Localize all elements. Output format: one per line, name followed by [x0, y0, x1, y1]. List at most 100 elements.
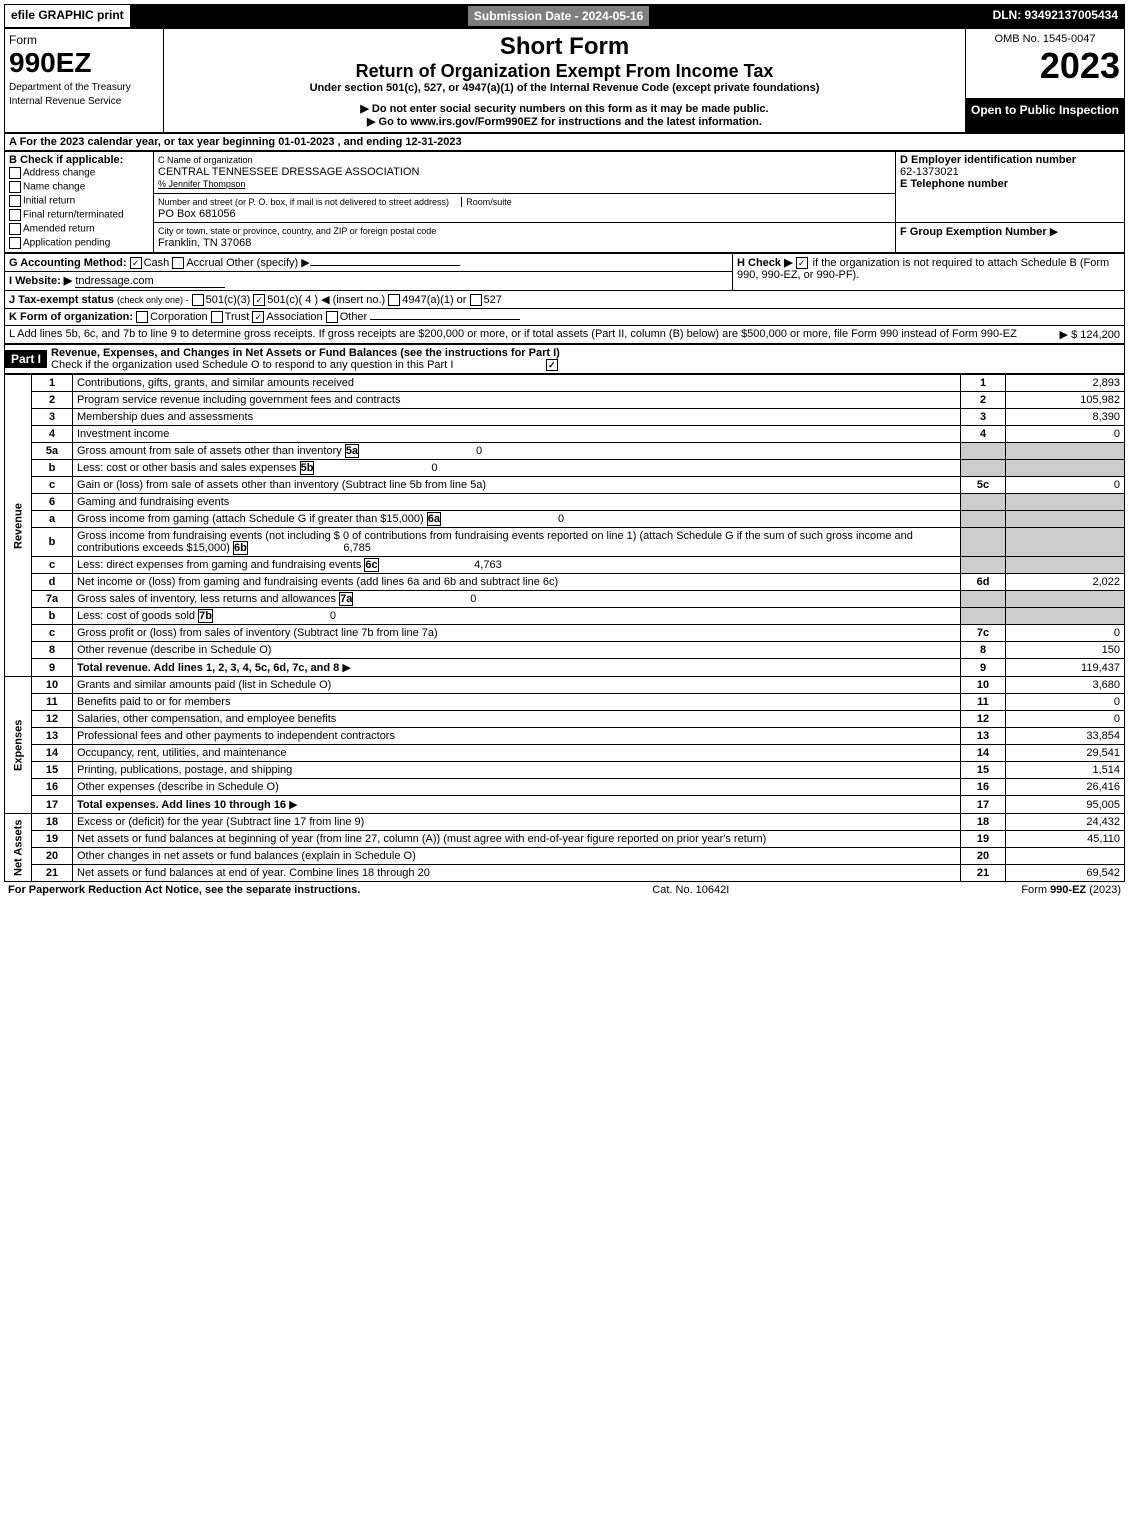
line-8-desc: Other revenue (describe in Schedule O)	[73, 642, 961, 659]
line-7a-desc: Gross sales of inventory, less returns a…	[77, 593, 336, 605]
line-13-val: 33,854	[1006, 728, 1125, 745]
line-14-desc: Occupancy, rent, utilities, and maintena…	[73, 745, 961, 762]
box-c-name: C Name of organization CENTRAL TENNESSEE…	[154, 152, 896, 194]
org-name-label: C Name of organization	[158, 155, 253, 165]
sub-5a-val: 0	[362, 445, 482, 457]
section-a: A For the 2023 calendar year, or tax yea…	[4, 133, 1125, 151]
part-1-title: Revenue, Expenses, and Changes in Net As…	[47, 345, 564, 373]
sub-7a-val: 0	[356, 593, 476, 605]
cb-address[interactable]: Address change	[23, 168, 95, 179]
box-l: L Add lines 5b, 6c, and 7b to line 9 to …	[5, 326, 1125, 344]
line-12-desc: Salaries, other compensation, and employ…	[73, 711, 961, 728]
cb-corp[interactable]	[136, 311, 148, 323]
cb-sched-o[interactable]: ✓	[546, 359, 558, 371]
room-label: Room/suite	[461, 197, 512, 207]
cb-assoc[interactable]: ✓	[252, 311, 264, 323]
website-value[interactable]: tndressage.com	[75, 275, 225, 288]
cb-501c3[interactable]	[192, 294, 204, 306]
line-20-val	[1006, 848, 1125, 865]
cb-501c[interactable]: ✓	[253, 294, 265, 306]
line-6-desc: Gaming and fundraising events	[73, 494, 961, 511]
box-c-street: Number and street (or P. O. box, if mail…	[154, 193, 896, 223]
city-label: City or town, state or province, country…	[158, 226, 436, 236]
form-number: 990EZ	[9, 47, 92, 78]
opt-corp: Corporation	[150, 311, 207, 323]
efile-label[interactable]: efile GRAPHIC print	[5, 5, 131, 27]
line-21-desc: Net assets or fund balances at end of ye…	[73, 865, 961, 882]
line-17-desc: Total expenses. Add lines 10 through 16	[77, 799, 286, 811]
line-6c-desc: Less: direct expenses from gaming and fu…	[77, 559, 361, 571]
line-21-val: 69,542	[1006, 865, 1125, 882]
box-c-city: City or town, state or province, country…	[154, 223, 896, 253]
line-6d-val: 2,022	[1006, 574, 1125, 591]
box-j-label: J Tax-exempt status	[9, 294, 114, 306]
ein-label: D Employer identification number	[900, 154, 1076, 166]
sub-6a: 6a	[427, 512, 441, 526]
website-label: I Website: ▶	[9, 275, 72, 287]
opt-other: Other	[340, 311, 368, 323]
box-g-label: G Accounting Method:	[9, 257, 127, 269]
omb-number: OMB No. 1545-0047	[970, 33, 1120, 45]
line-10-val: 3,680	[1006, 677, 1125, 694]
cb-4947[interactable]	[388, 294, 400, 306]
cb-527[interactable]	[470, 294, 482, 306]
netassets-vertical: Net Assets	[5, 814, 32, 882]
line-17-val: 95,005	[1006, 796, 1125, 814]
sub-5a: 5a	[345, 444, 359, 458]
cb-final[interactable]: Final return/terminated	[23, 210, 124, 221]
note-link[interactable]: ▶ Go to www.irs.gov/Form990EZ for instru…	[168, 115, 961, 128]
line-19-desc: Net assets or fund balances at beginning…	[73, 831, 961, 848]
opt-trust: Trust	[225, 311, 250, 323]
box-d-e: D Employer identification number 62-1373…	[896, 152, 1125, 223]
cb-initial[interactable]: Initial return	[23, 196, 75, 207]
box-b: B Check if applicable: Address change Na…	[5, 152, 154, 253]
cb-amended[interactable]: Amended return	[23, 224, 95, 235]
form-title-2: Return of Organization Exempt From Incom…	[168, 61, 961, 82]
form-header: Form 990EZ Department of the Treasury In…	[4, 28, 1125, 133]
line-18-desc: Excess or (deficit) for the year (Subtra…	[73, 814, 961, 831]
box-l-value: ▶ $ 124,200	[1060, 328, 1120, 341]
box-b-label: B Check if applicable:	[9, 154, 123, 166]
cb-name[interactable]: Name change	[23, 182, 85, 193]
opt-501c3: 501(c)(3)	[206, 294, 251, 306]
line-5a-desc: Gross amount from sale of assets other t…	[77, 445, 342, 457]
box-h: H Check ▶ ✓ if the organization is not r…	[733, 254, 1125, 291]
cb-accrual[interactable]	[172, 257, 184, 269]
accrual-label: Accrual	[186, 257, 223, 269]
cb-cash[interactable]: ✓	[130, 257, 142, 269]
box-k: K Form of organization: Corporation Trus…	[5, 309, 1125, 326]
line-16-val: 26,416	[1006, 779, 1125, 796]
part-1-label: Part I	[5, 350, 47, 368]
part-1-table: Revenue 1Contributions, gifts, grants, a…	[4, 374, 1125, 882]
cb-other-org[interactable]	[326, 311, 338, 323]
line-20-desc: Other changes in net assets or fund bala…	[73, 848, 961, 865]
form-subtitle: Under section 501(c), 527, or 4947(a)(1)…	[168, 82, 961, 94]
line-6d-desc: Net income or (loss) from gaming and fun…	[73, 574, 961, 591]
line-15-val: 1,514	[1006, 762, 1125, 779]
dln-label: DLN: 93492137005434	[987, 5, 1124, 27]
dept-label: Department of the Treasury Internal Reve…	[9, 82, 131, 107]
line-3-desc: Membership dues and assessments	[73, 409, 961, 426]
footer-left: For Paperwork Reduction Act Notice, see …	[8, 884, 360, 896]
part-1-note: Check if the organization used Schedule …	[51, 359, 453, 371]
revenue-vertical: Revenue	[5, 375, 32, 677]
cb-sched-b[interactable]: ✓	[796, 257, 808, 269]
box-k-label: K Form of organization:	[9, 311, 133, 323]
cash-label: Cash	[144, 257, 170, 269]
opt-4947: 4947(a)(1) or	[402, 294, 466, 306]
line-8-val: 150	[1006, 642, 1125, 659]
city-value: Franklin, TN 37068	[158, 237, 251, 249]
cb-pending[interactable]: Application pending	[23, 238, 110, 249]
cb-trust[interactable]	[211, 311, 223, 323]
line-5b-desc: Less: cost or other basis and sales expe…	[77, 462, 297, 474]
opt-assoc: Association	[266, 311, 322, 323]
line-1-desc: Contributions, gifts, grants, and simila…	[77, 377, 354, 389]
note-ssn: ▶ Do not enter social security numbers o…	[168, 102, 961, 115]
sub-6b: 6b	[233, 541, 248, 555]
line-14-val: 29,541	[1006, 745, 1125, 762]
sub-5b-val: 0	[317, 462, 437, 474]
sub-6a-val: 0	[444, 513, 564, 525]
sub-6b-val: 6,785	[251, 542, 371, 554]
line-9-val: 119,437	[1006, 659, 1125, 677]
line-7b-desc: Less: cost of goods sold	[77, 610, 195, 622]
